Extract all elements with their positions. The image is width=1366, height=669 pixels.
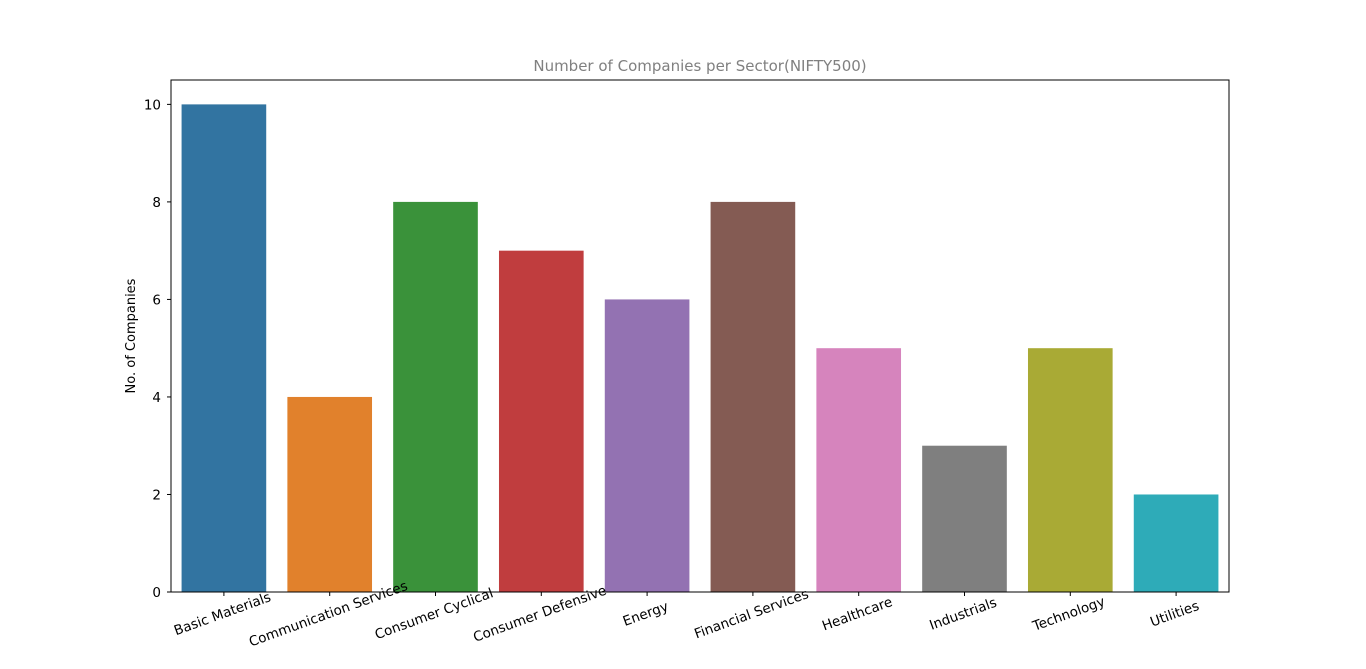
plot-frame <box>170 79 1230 593</box>
x-tick-label: Technology <box>1030 594 1107 635</box>
bar-consumer-cyclical <box>393 201 478 592</box>
chart-title: Number of Companies per Sector(NIFTY500) <box>533 57 866 75</box>
y-axis-label: No. of Companies <box>124 278 139 393</box>
y-tick-label: 4 <box>152 390 161 406</box>
bar-utilities <box>1133 494 1219 592</box>
bar-technology <box>1027 348 1113 592</box>
y-tick-label: 10 <box>144 97 161 113</box>
bar-basic-materials <box>181 104 267 592</box>
bar-communication-services <box>287 396 373 592</box>
y-tick-label: 2 <box>152 487 161 503</box>
bar-consumer-defensive <box>498 250 584 593</box>
bar-industrials <box>922 445 1007 592</box>
y-tick-label: 6 <box>152 292 161 308</box>
y-tick-label: 8 <box>152 195 161 211</box>
bar-healthcare <box>816 348 902 592</box>
x-tick-label: Industrials <box>927 595 999 634</box>
x-tick-label: Healthcare <box>820 594 895 634</box>
bar-financial-services <box>710 201 796 592</box>
x-tick-label: Financial Services <box>692 586 811 642</box>
x-tick-label: Energy <box>621 599 671 630</box>
y-tick-label: 0 <box>152 585 161 601</box>
bar-energy <box>604 299 690 592</box>
x-tick-label: Utilities <box>1148 598 1201 630</box>
